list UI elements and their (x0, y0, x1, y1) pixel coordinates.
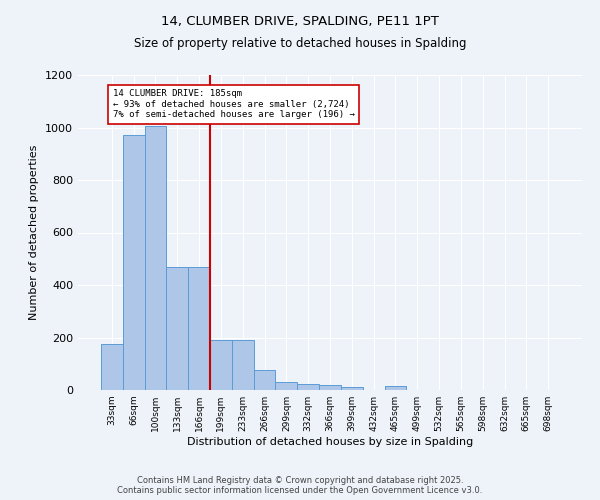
Y-axis label: Number of detached properties: Number of detached properties (29, 145, 40, 320)
Bar (232, 340, 254, 390)
Bar (254, 370, 275, 390)
Text: Contains HM Land Registry data © Crown copyright and database right 2025.
Contai: Contains HM Land Registry data © Crown c… (118, 476, 482, 495)
Bar (166, 266, 188, 390)
Bar (145, 126, 166, 390)
Bar (319, 385, 341, 390)
Bar (101, 344, 123, 390)
Bar (341, 387, 363, 390)
Text: 14, CLUMBER DRIVE, SPALDING, PE11 1PT: 14, CLUMBER DRIVE, SPALDING, PE11 1PT (161, 15, 439, 28)
X-axis label: Distribution of detached houses by size in Spalding: Distribution of detached houses by size … (187, 437, 473, 447)
Text: 14 CLUMBER DRIVE: 185sqm
← 93% of detached houses are smaller (2,724)
7% of semi: 14 CLUMBER DRIVE: 185sqm ← 93% of detach… (113, 90, 355, 119)
Bar (123, 136, 145, 390)
Bar (297, 384, 319, 390)
Bar (210, 340, 232, 390)
Bar (188, 266, 210, 390)
Bar (385, 386, 406, 390)
Bar (275, 382, 297, 390)
Text: Size of property relative to detached houses in Spalding: Size of property relative to detached ho… (134, 38, 466, 51)
